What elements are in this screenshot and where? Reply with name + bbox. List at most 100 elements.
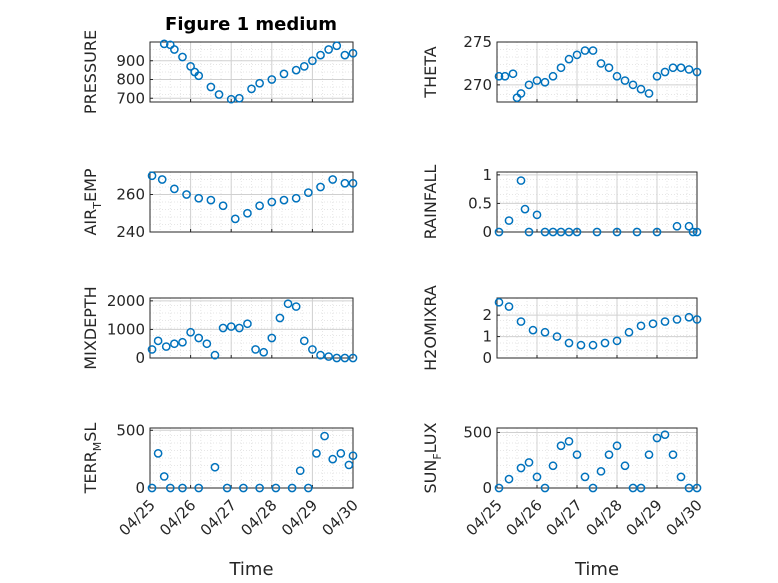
data-point	[287, 483, 297, 493]
data-point	[636, 321, 646, 331]
x-tick-label: 04/25	[463, 496, 506, 539]
data-point	[672, 315, 682, 324]
data-point	[147, 483, 157, 493]
data-point	[316, 50, 325, 60]
data-point	[348, 353, 358, 363]
data-point	[540, 327, 550, 337]
data-point	[218, 201, 228, 211]
subplot-airtemp: 240 260 AIRTEMP	[81, 168, 358, 241]
x-tick-label: 04/27	[543, 496, 586, 539]
y-tick-label: 800	[116, 71, 145, 89]
data-point	[652, 71, 662, 81]
data-point	[159, 39, 169, 49]
data-point	[684, 221, 694, 231]
data-point	[684, 483, 694, 493]
data-point	[202, 339, 212, 349]
x-axis-label: Time	[574, 559, 619, 580]
y-axis-label: PRESSURE	[81, 30, 100, 114]
y-axis-label: THETA	[421, 46, 440, 98]
data-point	[556, 227, 566, 237]
data-point	[504, 216, 514, 225]
data-point	[147, 345, 157, 354]
data-point	[299, 336, 309, 346]
data-point	[194, 71, 204, 81]
data-point	[194, 333, 204, 343]
x-tick-label: 04/30	[663, 496, 706, 539]
data-point	[692, 67, 702, 77]
subplot-terrmsl: 0 500 TERRMSL 04/2504/2604/2704/2804/2904/3…	[81, 421, 362, 580]
data-point	[596, 466, 606, 476]
data-point	[194, 483, 204, 493]
figure-title: Figure 1 medium	[165, 14, 337, 35]
data-point	[564, 54, 574, 64]
y-axis-label: RAINFALL	[421, 165, 440, 240]
data-point	[255, 201, 264, 211]
data-point	[316, 182, 325, 192]
axes-box	[149, 297, 354, 359]
subplot-rainfall: 0 0.5 1 RAINFALL	[421, 165, 702, 241]
data-point	[153, 449, 163, 458]
data-point	[688, 227, 698, 237]
data-point	[303, 483, 313, 493]
y-tick-label: 240	[116, 223, 145, 241]
data-point	[170, 45, 179, 54]
y-tick-label: 0	[482, 349, 492, 367]
data-point	[328, 175, 338, 184]
data-point	[540, 227, 550, 237]
y-axis-label: SUNFLUX	[421, 422, 444, 493]
data-point	[528, 325, 538, 335]
subplot-sunflux: 0 500 SUNFLUX 04/2504/2604/2704/2804/2904/3…	[421, 422, 706, 580]
data-point	[275, 313, 285, 323]
data-point	[612, 227, 622, 237]
data-point	[652, 227, 662, 237]
data-point	[644, 89, 654, 98]
data-point	[279, 195, 289, 205]
data-point	[604, 450, 614, 460]
data-point	[147, 171, 157, 181]
data-point	[336, 449, 346, 458]
data-point	[588, 46, 598, 55]
data-point	[328, 454, 338, 464]
data-point	[153, 336, 163, 346]
data-point	[520, 204, 530, 214]
data-point	[504, 302, 514, 311]
data-point	[564, 227, 574, 237]
y-tick-label: 500	[463, 423, 492, 441]
y-tick-label: 700	[116, 89, 145, 107]
y-axis-label: MIXDEPTH	[81, 286, 100, 369]
data-point	[636, 483, 646, 493]
data-point	[692, 227, 702, 237]
x-tick-label: 04/25	[116, 496, 159, 539]
data-point	[612, 336, 622, 346]
data-point	[291, 302, 301, 311]
data-point	[494, 483, 504, 493]
data-point	[624, 327, 634, 337]
data-point	[592, 227, 602, 237]
data-point	[299, 62, 309, 71]
data-point	[308, 345, 317, 354]
data-point	[524, 227, 534, 237]
data-point	[251, 345, 260, 354]
data-point	[348, 451, 358, 461]
data-point	[572, 227, 582, 237]
data-point	[271, 483, 281, 493]
data-point	[660, 67, 670, 77]
data-point	[668, 450, 678, 460]
y-tick-label: 900	[116, 52, 145, 70]
data-point	[524, 80, 534, 90]
x-tick-label: 04/26	[503, 496, 546, 539]
data-point	[494, 71, 504, 81]
data-point	[612, 441, 622, 451]
data-point	[316, 350, 325, 360]
data-point	[255, 483, 264, 493]
data-point	[239, 483, 248, 493]
data-point	[332, 41, 342, 51]
x-tick-label: 04/28	[237, 496, 280, 539]
data-point	[348, 178, 358, 188]
data-point	[340, 178, 350, 188]
data-point	[267, 197, 277, 207]
data-point	[576, 340, 586, 350]
data-point	[186, 62, 195, 71]
data-point	[234, 93, 244, 103]
